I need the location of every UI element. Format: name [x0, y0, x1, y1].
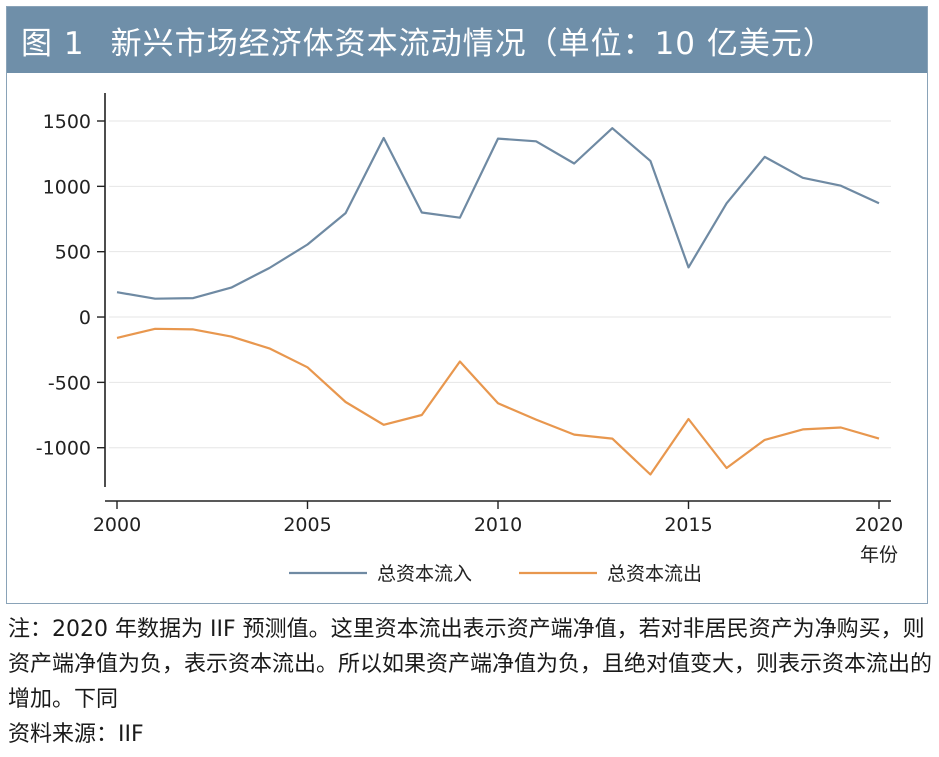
notes-block: 注：2020 年数据为 IIF 预测值。这里资本流出表示资产端净值，若对非居民资…: [8, 612, 933, 752]
x-axis-label: 年份: [860, 544, 898, 566]
series-line-1: [116, 127, 880, 300]
figure-header: 图 1 新兴市场经济体资本流动情况（单位：10 亿美元）: [7, 7, 927, 73]
x-tick-label: 2015: [664, 514, 712, 536]
legend-label-2: 总资本流出: [607, 563, 702, 585]
line-chart: -1000 -500 0 500 1000 1500 2000 2005 2010 2015 202…: [36, 93, 903, 585]
figure-number: 图 1: [21, 25, 85, 62]
x-tick-label: 2005: [283, 514, 331, 536]
y-tick-label: -500: [48, 372, 91, 394]
source-note: 资料来源：IIF: [8, 722, 144, 747]
chart-note: 注：2020 年数据为 IIF 预测值。这里资本流出表示资产端净值，若对非居民资…: [8, 617, 933, 712]
x-tick-label: 2010: [474, 514, 522, 536]
y-tick-label: -1000: [36, 438, 91, 460]
legend-label-1: 总资本流入: [377, 563, 472, 585]
y-tick-label: 0: [79, 307, 91, 329]
x-tick-label: 2020: [855, 514, 903, 536]
y-tick-label: 1000: [43, 176, 91, 198]
y-tick-label: 500: [55, 242, 91, 264]
figure-frame: 图 1 新兴市场经济体资本流动情况（单位：10 亿美元） -1000 -500 0 5…: [6, 6, 928, 604]
x-tick-label: 2000: [93, 514, 141, 536]
series-line-2: [116, 327, 880, 476]
figure-title: 新兴市场经济体资本流动情况（单位：10 亿美元）: [110, 25, 835, 62]
y-tick-label: 1500: [43, 111, 91, 133]
